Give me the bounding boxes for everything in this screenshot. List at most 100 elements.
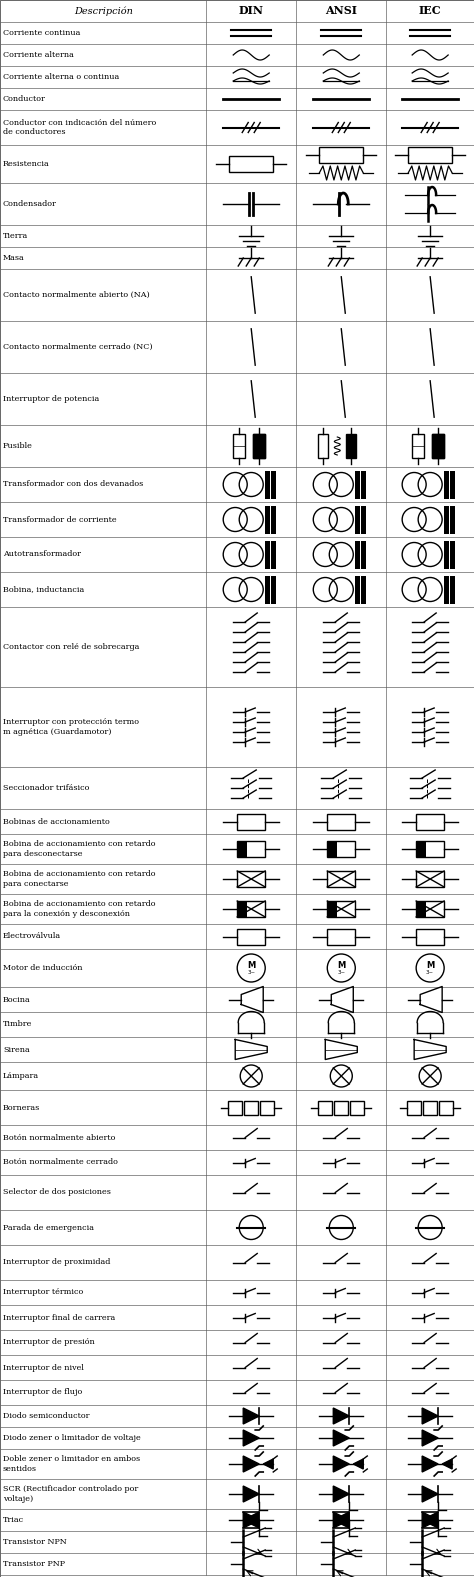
Bar	[450, 541, 455, 568]
Bar	[423, 1101, 437, 1115]
Bar	[450, 470, 455, 498]
Text: Bobinas de accionamiento: Bobinas de accionamiento	[3, 817, 110, 825]
Text: Interruptor de flujo: Interruptor de flujo	[3, 1388, 82, 1397]
Text: Botón normalmente cerrado: Botón normalmente cerrado	[3, 1159, 118, 1167]
Polygon shape	[243, 1408, 259, 1424]
Bar	[432, 434, 444, 457]
Polygon shape	[243, 1486, 259, 1501]
Bar	[361, 576, 366, 604]
Bar	[327, 814, 356, 830]
Text: Motor de inducción: Motor de inducción	[3, 964, 82, 971]
Text: M: M	[337, 960, 346, 970]
Bar	[271, 576, 276, 604]
Bar	[265, 506, 270, 533]
Bar	[432, 434, 444, 457]
Bar	[265, 576, 270, 604]
Polygon shape	[243, 1512, 259, 1528]
Polygon shape	[243, 1430, 259, 1446]
Text: Selector de dos posiciones: Selector de dos posiciones	[3, 1189, 111, 1197]
Bar	[444, 576, 449, 604]
Text: Borneras: Borneras	[3, 1104, 40, 1112]
Bar	[237, 841, 247, 856]
Polygon shape	[422, 1486, 438, 1501]
Text: Electroválvula: Electroválvula	[3, 932, 61, 940]
Text: Tierra: Tierra	[3, 232, 28, 240]
Text: Bobina de accionamiento con retardo
para la conexión y desconexión: Bobina de accionamiento con retardo para…	[3, 900, 155, 918]
Text: Descripción: Descripción	[73, 6, 133, 16]
Text: DIN: DIN	[239, 5, 264, 16]
Bar	[228, 1101, 242, 1115]
Bar	[327, 841, 337, 856]
Text: Interruptor térmico: Interruptor térmico	[3, 1288, 83, 1296]
Bar	[361, 470, 366, 498]
Bar	[356, 541, 360, 568]
Bar	[237, 814, 265, 830]
Text: Diodo zener o limitador de voltaje: Diodo zener o limitador de voltaje	[3, 1433, 141, 1441]
Bar	[444, 470, 449, 498]
Bar	[356, 506, 360, 533]
Bar	[237, 900, 247, 916]
Text: Resistencia: Resistencia	[3, 159, 50, 169]
Polygon shape	[333, 1512, 349, 1528]
Text: Doble zener o limitador en ambos
sentidos: Doble zener o limitador en ambos sentido…	[3, 1456, 140, 1473]
Text: Parada de emergencia: Parada de emergencia	[3, 1224, 94, 1232]
Bar	[327, 929, 356, 945]
Bar	[244, 1101, 258, 1115]
Text: Autotransformador: Autotransformador	[3, 550, 81, 558]
Bar	[237, 929, 265, 945]
Bar	[407, 1101, 421, 1115]
Bar	[416, 900, 444, 916]
Polygon shape	[333, 1408, 349, 1424]
Bar	[350, 1101, 365, 1115]
Text: Interruptor de nivel: Interruptor de nivel	[3, 1364, 84, 1372]
Polygon shape	[422, 1512, 438, 1528]
Bar	[450, 506, 455, 533]
Text: Contactor con relé de sobrecarga: Contactor con relé de sobrecarga	[3, 643, 139, 651]
Bar	[229, 156, 273, 172]
Polygon shape	[243, 1456, 259, 1471]
Bar	[416, 814, 444, 830]
Bar	[265, 470, 270, 498]
Text: 3~: 3~	[337, 970, 346, 976]
Bar	[450, 576, 455, 604]
Bar	[439, 1101, 453, 1115]
Text: Transistor PNP: Transistor PNP	[3, 1560, 65, 1568]
Bar	[416, 841, 426, 856]
Bar	[334, 1101, 348, 1115]
Bar	[327, 871, 356, 886]
Text: IEC: IEC	[419, 5, 441, 16]
Bar	[327, 900, 356, 916]
Polygon shape	[353, 1459, 363, 1470]
Bar	[271, 506, 276, 533]
Polygon shape	[263, 1459, 273, 1470]
Text: Conductor: Conductor	[3, 95, 46, 103]
Text: Lámpara: Lámpara	[3, 1072, 39, 1080]
Bar	[444, 541, 449, 568]
Bar	[237, 871, 265, 886]
Text: Interruptor de potencia: Interruptor de potencia	[3, 394, 99, 404]
Bar	[346, 434, 356, 457]
Polygon shape	[422, 1512, 438, 1528]
Text: Seccionador trifásico: Seccionador trifásico	[3, 784, 90, 792]
Polygon shape	[422, 1408, 438, 1424]
Text: Timbre: Timbre	[3, 1020, 32, 1028]
Polygon shape	[442, 1459, 452, 1470]
Bar	[408, 147, 452, 162]
Bar	[361, 506, 366, 533]
Text: Conductor con indicación del número
de conductores: Conductor con indicación del número de c…	[3, 118, 156, 136]
Text: ANSI: ANSI	[325, 5, 357, 16]
Text: M: M	[426, 960, 434, 970]
Text: Corriente alterna o continua: Corriente alterna o continua	[3, 73, 119, 80]
Bar	[260, 1101, 274, 1115]
Bar	[271, 541, 276, 568]
Bar	[237, 900, 265, 916]
Bar	[265, 541, 270, 568]
Text: SCR (Rectificador controlado por
voltaje): SCR (Rectificador controlado por voltaje…	[3, 1486, 138, 1503]
Bar	[327, 841, 356, 856]
Text: 3~: 3~	[247, 970, 255, 976]
Polygon shape	[422, 1456, 438, 1471]
Text: Condensador: Condensador	[3, 200, 57, 208]
Text: Contacto normalmente cerrado (NC): Contacto normalmente cerrado (NC)	[3, 344, 153, 352]
Polygon shape	[422, 1430, 438, 1446]
Text: Corriente alterna: Corriente alterna	[3, 50, 74, 58]
